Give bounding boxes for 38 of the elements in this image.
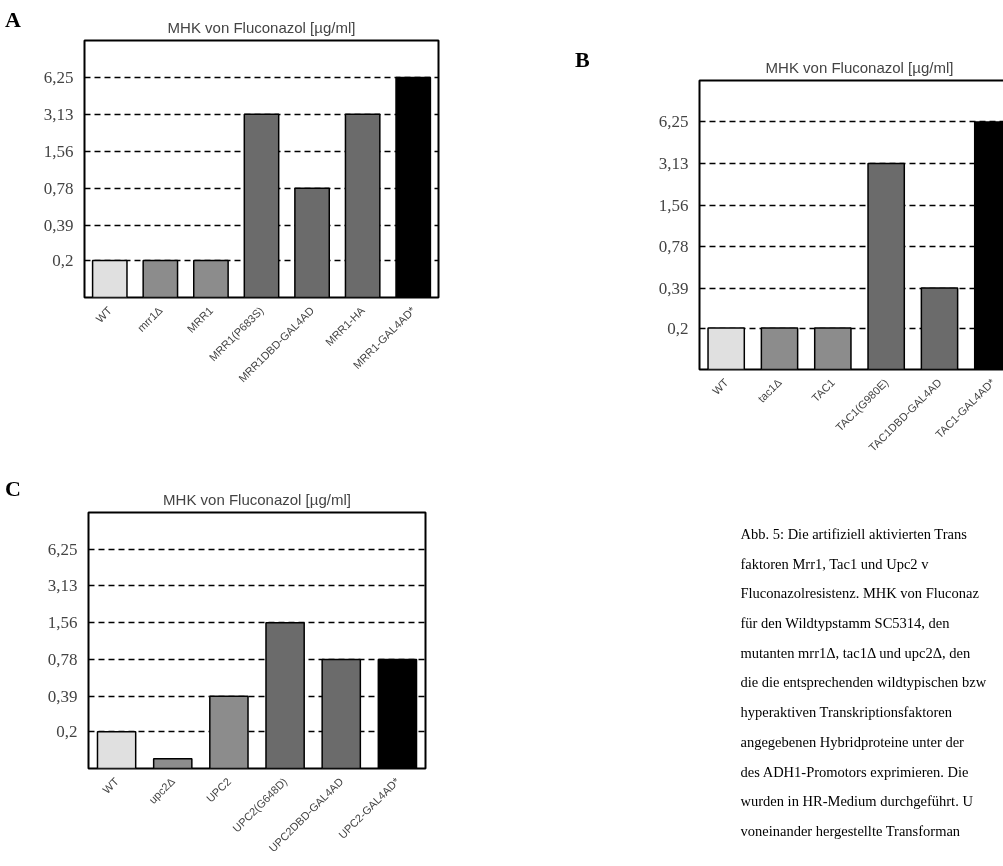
y-tick-label: 0,78 [43, 178, 74, 198]
y-tick-label: 6,25 [47, 539, 78, 559]
y-tick-label: 0,2 [56, 722, 78, 742]
y-tick-label: 6,25 [658, 112, 689, 132]
text: des ADH1-Promotors exprimieren. Die [740, 763, 969, 780]
y-tick-label: 0,78 [658, 237, 689, 257]
y-tick-label: 6,25 [43, 67, 74, 87]
y-tick-label: 0,39 [47, 686, 78, 706]
caption: Abb. 5: Die artifiziell aktivierten Trans [740, 525, 968, 542]
y-tick-label: 0,39 [658, 278, 689, 298]
x-tick-label: WT [709, 376, 731, 397]
x-tick-label: WT [93, 304, 115, 325]
text: mutanten mrr1Δ, tac1Δ und upc2Δ, den [740, 644, 971, 661]
text: voneinander hergestellte Transforman [740, 822, 961, 839]
chart-title: MHK von Fluconazol [µg/ml] [765, 58, 954, 76]
x-tick-label: WT [100, 775, 122, 796]
text: angegebenen Hybridproteine unter der [740, 733, 965, 750]
chart-title: MHK von Fluconazol [µg/ml] [163, 490, 351, 508]
y-tick-label: 1,56 [43, 141, 74, 161]
text: wurden in HR-Medium durchgeführt. U [740, 793, 974, 810]
text: faktoren Mrr1, Tac1 und Upc2 v [740, 555, 930, 572]
text: hyperaktiven Transkriptionsfaktoren [740, 704, 953, 721]
text: C [5, 475, 21, 503]
y-tick-label: 3,13 [658, 153, 689, 173]
y-tick-label: 3,13 [47, 576, 78, 596]
chart-title: MHK von Fluconazol [µg/ml] [167, 18, 356, 36]
text: A [5, 6, 21, 34]
y-tick-label: 0,2 [667, 318, 689, 338]
text: B [575, 46, 590, 74]
y-tick-label: 0,78 [47, 650, 78, 670]
y-tick-label: 0,2 [52, 251, 74, 271]
y-tick-label: 1,56 [658, 195, 689, 215]
text: die die entsprechenden wildtypischen bzw [740, 674, 987, 691]
y-tick-label: 0,39 [43, 215, 74, 235]
text: für den Wildtypstamm SC5314, den [740, 615, 951, 631]
y-tick-label: 3,13 [43, 104, 74, 124]
text: Fluconazolresistenz. MHK von Fluconaz [740, 585, 980, 602]
y-tick-label: 1,56 [47, 613, 78, 633]
